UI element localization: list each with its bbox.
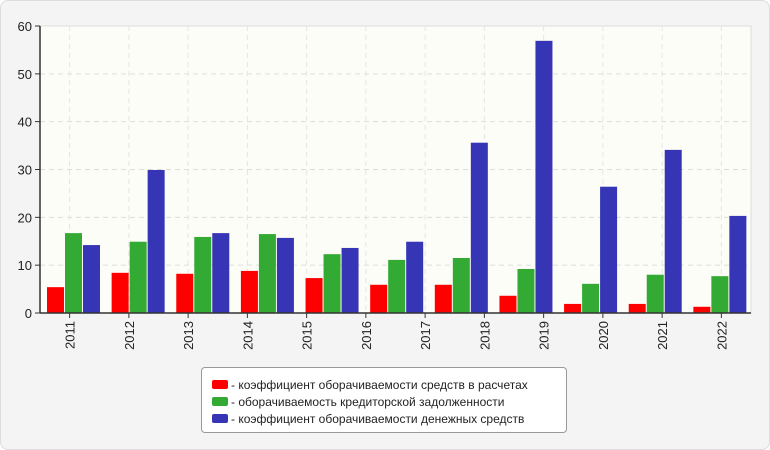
legend: - коэффициент оборачиваемости средств в …: [201, 367, 567, 433]
legend-swatch: [212, 380, 228, 389]
bar-3: [83, 245, 100, 313]
y-tick-label: 60: [18, 19, 32, 34]
bar-1: [370, 284, 388, 313]
x-tick-label: 2017: [418, 321, 433, 350]
x-tick-label: 2011: [63, 321, 78, 349]
bar-1: [111, 272, 129, 313]
legend-item: - коэффициент оборачиваемости денежных с…: [212, 410, 566, 427]
legend-swatch: [212, 414, 228, 423]
bar-2: [452, 257, 470, 313]
bar-2: [517, 268, 535, 313]
legend-label: - коэффициент оборачиваемости денежных с…: [231, 411, 525, 426]
bar-1: [176, 273, 194, 313]
bar-1: [47, 287, 64, 313]
bar-1: [564, 303, 582, 313]
x-tick-label: 2020: [596, 321, 611, 350]
x-tick-label: 2022: [714, 321, 729, 350]
bar-1: [305, 278, 323, 313]
y-tick-label: 50: [18, 67, 32, 82]
bar-3: [406, 241, 424, 313]
bar-3: [212, 233, 230, 313]
bar-2: [582, 283, 600, 313]
legend-swatch: [212, 397, 228, 406]
bar-1: [628, 303, 646, 313]
y-tick-label: 0: [25, 306, 32, 321]
bar-3: [729, 215, 747, 313]
legend-item: - оборачиваемость кредиторской задолженн…: [212, 393, 566, 410]
bar-1: [240, 270, 258, 313]
bar-2: [258, 234, 276, 313]
x-tick-label: 2013: [181, 321, 196, 350]
bar-3: [535, 40, 553, 313]
x-tick-label: 2019: [537, 321, 552, 350]
bar-1: [499, 295, 517, 313]
bar-3: [470, 142, 488, 313]
y-tick-label: 20: [18, 210, 32, 225]
bar-3: [276, 237, 294, 313]
y-tick-label: 10: [18, 258, 32, 273]
bar-3: [600, 186, 618, 313]
bar-2: [388, 259, 406, 313]
y-tick-label: 40: [18, 115, 32, 130]
x-tick-label: 2014: [240, 321, 255, 350]
legend-item: - коэффициент оборачиваемости средств в …: [212, 376, 566, 393]
y-tick-label: 30: [18, 163, 32, 178]
bar-2: [646, 274, 664, 313]
bar-2: [323, 254, 341, 313]
bar-3: [341, 247, 359, 313]
bar-2: [711, 276, 729, 313]
legend-label: - оборачиваемость кредиторской задолженн…: [231, 394, 505, 409]
x-tick-label: 2016: [359, 321, 374, 350]
bar-2: [65, 233, 82, 313]
bar-1: [434, 284, 452, 313]
x-tick-label: 2015: [300, 321, 315, 350]
bar-2: [194, 236, 212, 313]
bar-2: [129, 241, 147, 313]
bar-3: [147, 169, 165, 313]
x-tick-label: 2012: [122, 321, 137, 350]
x-tick-label: 2018: [477, 321, 492, 350]
bar-1: [693, 306, 711, 313]
x-tick-label: 2021: [655, 321, 670, 350]
legend-label: - коэффициент оборачиваемости средств в …: [231, 377, 528, 392]
bar-3: [664, 149, 682, 313]
